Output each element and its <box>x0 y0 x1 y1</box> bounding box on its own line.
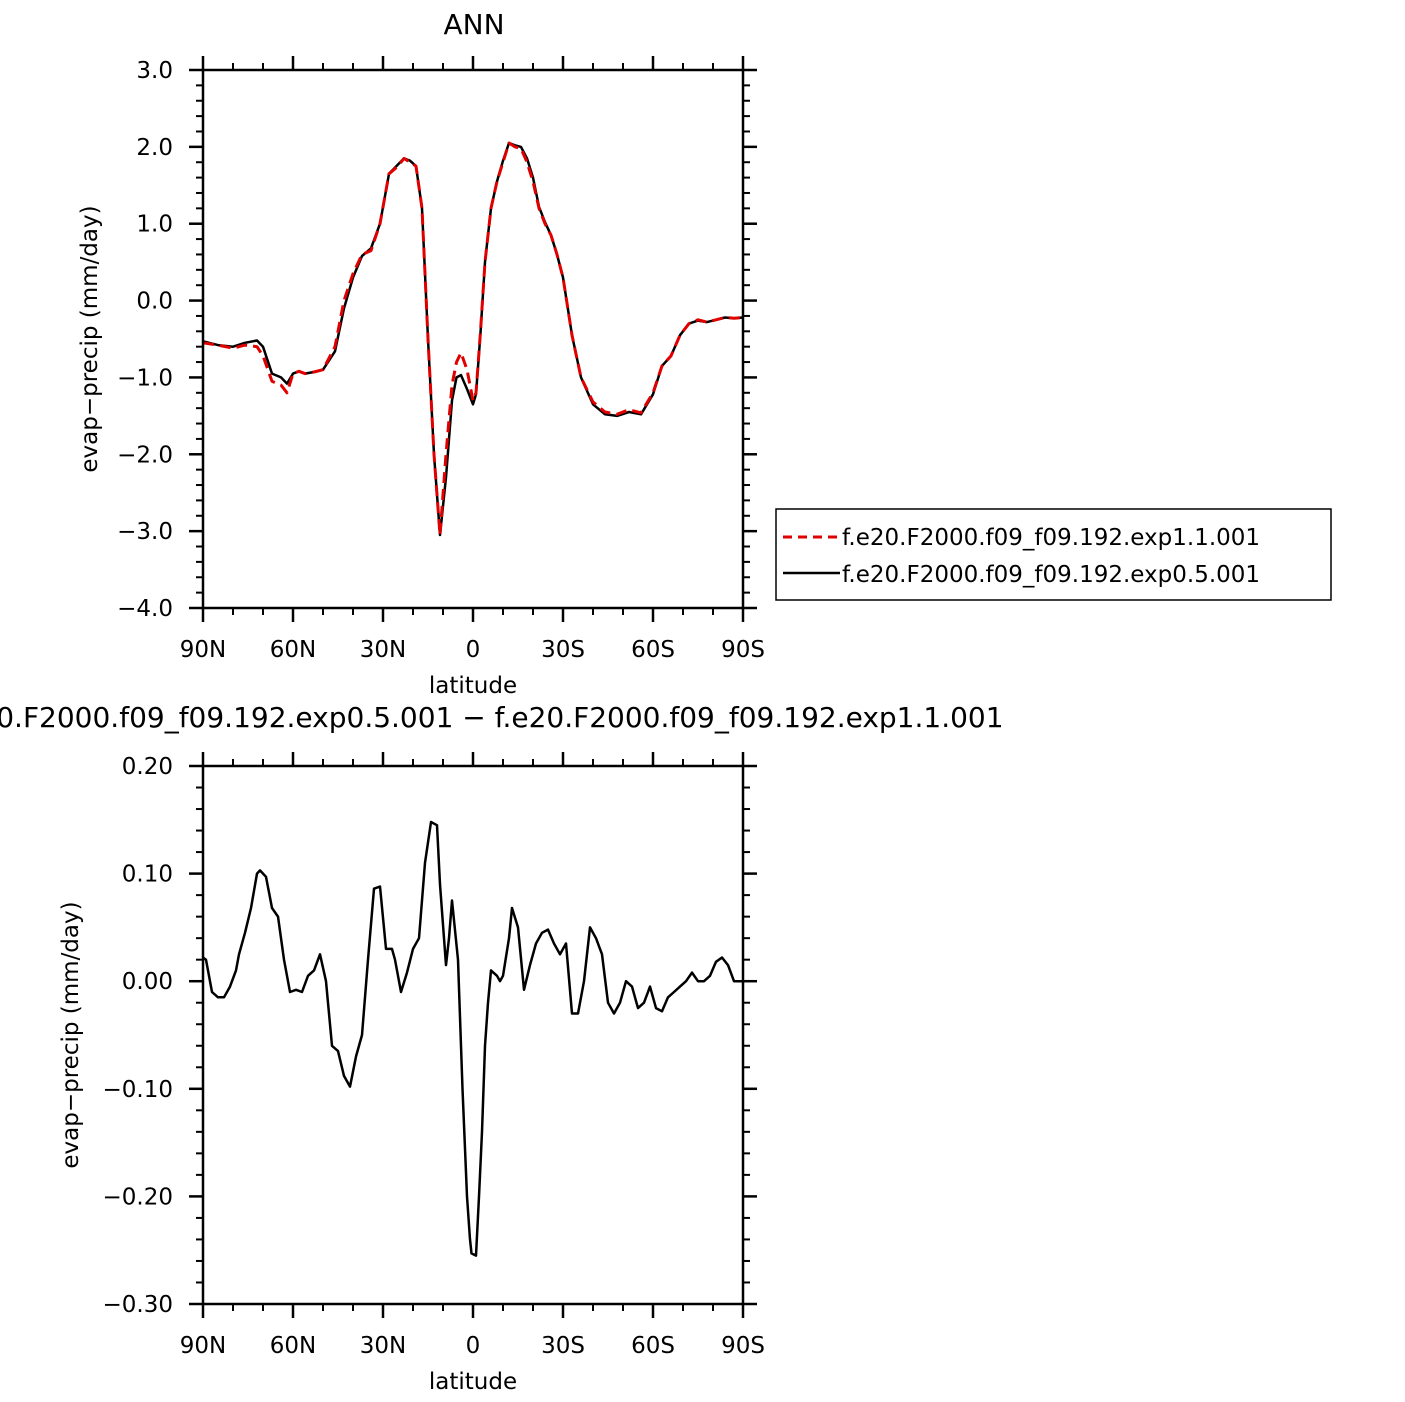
legend: f.e20.F2000.f09_f09.192.exp1.1.001 f.e20… <box>775 508 1332 601</box>
series-line-0 <box>202 820 743 1257</box>
y-axis-label: evap−precip (mm/day) <box>77 205 103 472</box>
x-tick-label: 90N <box>180 637 226 663</box>
x-tick-label: 60S <box>631 1333 675 1359</box>
difference-panel: f.e20.F2000.f09_f09.192.exp0.5.001 − f.e… <box>0 701 1004 1395</box>
x-tick-label: 0 <box>466 637 481 663</box>
plot-frame <box>201 764 745 1306</box>
x-tick-label: 0 <box>466 1333 481 1359</box>
x-tick-label: 60N <box>270 1333 316 1359</box>
x-axis-label: latitude <box>429 1369 517 1395</box>
x-tick-label: 90N <box>180 1333 226 1359</box>
y-tick-label: −0.20 <box>103 1184 173 1210</box>
x-tick-label: 90S <box>721 1333 765 1359</box>
series-line-0 <box>202 141 744 537</box>
x-tick-label: 60S <box>631 637 675 663</box>
x-tick-label: 30N <box>360 637 406 663</box>
y-tick-label: 0.00 <box>122 969 173 995</box>
x-tick-label: 30N <box>360 1333 406 1359</box>
y-tick-label: 1.0 <box>136 212 173 238</box>
legend-label-exp1: f.e20.F2000.f09_f09.192.exp1.1.001 <box>842 525 1260 551</box>
y-tick-label: −0.10 <box>103 1077 173 1103</box>
series-line-1 <box>202 141 744 537</box>
x-tick-label: 90S <box>721 637 765 663</box>
x-tick-label: 30S <box>541 637 585 663</box>
y-tick-label: −4.0 <box>117 596 173 622</box>
y-tick-label: −2.0 <box>117 442 173 468</box>
y-tick-label: 0.20 <box>122 754 173 780</box>
x-tick-label: 60N <box>270 637 316 663</box>
legend-box <box>775 508 1332 601</box>
difference-title: f.e20.F2000.f09_f09.192.exp0.5.001 − f.e… <box>0 701 1004 734</box>
x-axis-label: latitude <box>429 673 517 699</box>
y-tick-label: −3.0 <box>117 519 173 545</box>
y-axis-label: evap−precip (mm/day) <box>58 901 84 1168</box>
x-tick-label: 30S <box>541 1333 585 1359</box>
y-tick-label: 0.0 <box>136 289 173 315</box>
y-tick-label: 3.0 <box>136 58 173 84</box>
y-tick-label: −1.0 <box>117 365 173 391</box>
legend-label-exp05: f.e20.F2000.f09_f09.192.exp0.5.001 <box>842 562 1260 588</box>
y-tick-label: −0.30 <box>103 1292 173 1318</box>
chart-title: ANN <box>443 8 504 41</box>
plot-frame <box>201 68 745 610</box>
y-tick-label: 2.0 <box>136 135 173 161</box>
annual-mean-panel: ANN evap−precip (mm/day) latitude 3.0 2.0… <box>77 8 1332 699</box>
y-tick-label: 0.10 <box>122 862 173 888</box>
